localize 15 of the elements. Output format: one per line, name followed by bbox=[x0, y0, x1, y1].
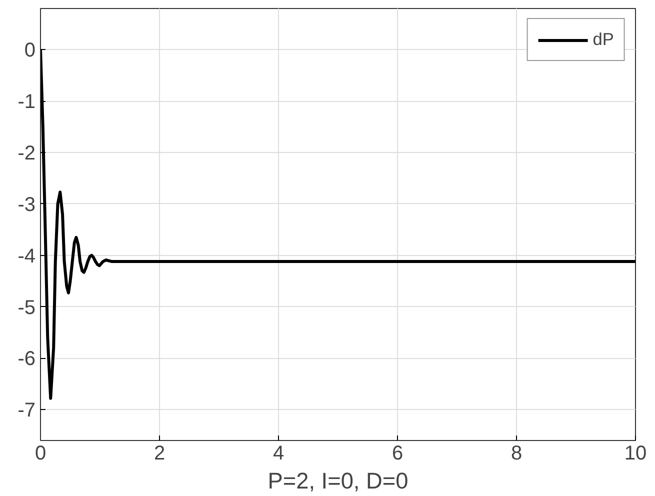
y-tick-label: -4 bbox=[18, 245, 36, 268]
y-tick-label: -2 bbox=[18, 142, 36, 164]
y-tick-label: -1 bbox=[18, 91, 36, 114]
x-tick-label: 10 bbox=[624, 442, 647, 464]
y-tick-label: -7 bbox=[18, 400, 36, 422]
x-tick-label: 6 bbox=[392, 442, 404, 464]
y-tick-label: -3 bbox=[18, 194, 36, 216]
x-tick-label: 4 bbox=[272, 442, 284, 464]
x-tick-label: 8 bbox=[510, 442, 522, 464]
legend-label: dP bbox=[592, 29, 614, 50]
x-tick-label: 2 bbox=[154, 442, 166, 464]
y-tick-label: 0 bbox=[24, 40, 36, 62]
x-axis-title: P=2, I=0, D=0 bbox=[268, 468, 408, 494]
y-tick-label: -6 bbox=[18, 348, 36, 370]
y-tick-label: -5 bbox=[18, 296, 36, 319]
